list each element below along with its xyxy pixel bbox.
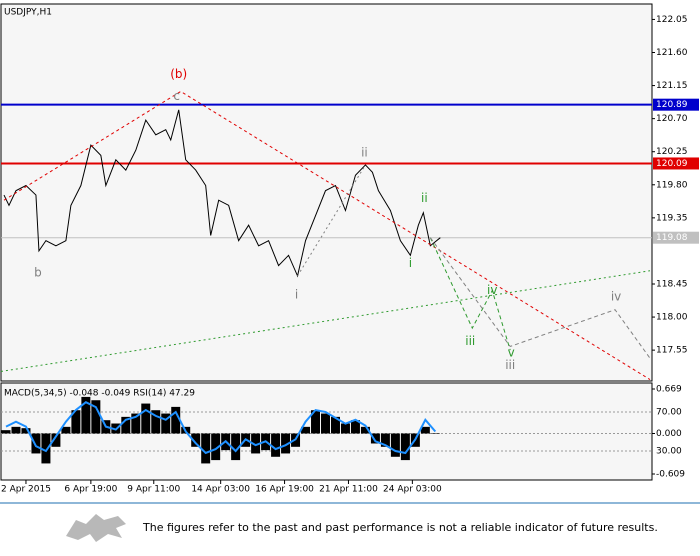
wave-label: b [34, 265, 42, 279]
y-tick-label: -0.609 [656, 470, 685, 480]
macd-bar [420, 426, 430, 434]
x-tick-label: 9 Apr 11:00 [127, 485, 180, 495]
main-panel [0, 3, 653, 382]
disclaimer: The figures refer to the past and past p… [142, 521, 658, 534]
wave-label: v [508, 346, 515, 360]
macd-bar [281, 433, 291, 454]
wave-label: iv [487, 283, 497, 297]
wave-label: i [295, 288, 298, 302]
macd-bar [390, 433, 400, 457]
y-tick-label: 118.00 [656, 313, 688, 323]
macd-bar [61, 426, 71, 434]
macd-bar [171, 406, 181, 434]
chart-title: USDJPY,H1 [4, 8, 52, 18]
macd-bar [370, 433, 380, 444]
logo [66, 514, 126, 542]
y-tick-label: 117.55 [656, 346, 688, 356]
wave-label: iii [465, 334, 475, 348]
y2-tick-label: 70.00 [656, 407, 682, 417]
wave-label: iv [611, 290, 621, 304]
macd-bar [121, 416, 131, 434]
macd-bar [51, 433, 61, 447]
macd-bar [360, 426, 370, 434]
x-tick-label: 2 Apr 2015 [1, 485, 51, 495]
macd-bar [330, 416, 340, 434]
level-label-box [653, 231, 699, 244]
y-tick-label: 121.60 [656, 48, 688, 58]
wave-label: (b) [170, 67, 187, 81]
macd-bar [151, 410, 161, 434]
wave-label: ii [421, 191, 428, 205]
macd-bar [1, 430, 11, 434]
level-label-box [653, 157, 699, 170]
y-tick-label: 118.45 [656, 279, 688, 289]
x-tick-label: 16 Apr 19:00 [255, 485, 314, 495]
wave-label: i [409, 256, 412, 270]
macd-bar [400, 433, 410, 461]
wave-line [429, 237, 651, 359]
wave-line [297, 164, 366, 277]
level-label: 120.09 [656, 159, 688, 169]
macd-bar [71, 410, 81, 434]
y2-tick-label: 30.00 [656, 447, 682, 457]
wave-label: iii [505, 358, 515, 372]
x-tick-label: 21 Apr 11:00 [319, 485, 378, 495]
x-tick-label: 24 Apr 03:00 [383, 485, 442, 495]
y-tick-label: 120.70 [656, 114, 688, 124]
macd-bar [81, 396, 91, 434]
macd-bar [21, 428, 31, 434]
macd-bar [231, 433, 241, 461]
macd-bar [321, 413, 330, 434]
macd-bar [430, 433, 440, 434]
macd-bar [301, 426, 311, 434]
wave-label: c [173, 89, 180, 103]
macd-bar [350, 420, 360, 434]
macd-bar [211, 433, 221, 461]
macd-bar [161, 413, 171, 434]
level-label-box [653, 98, 699, 111]
macd-bar [311, 410, 321, 434]
macd-bar [201, 433, 211, 464]
rsi-line [5, 401, 437, 455]
macd-bar [31, 433, 41, 454]
macd-bar [340, 423, 350, 434]
x-tick-label: 14 Apr 03:00 [191, 485, 250, 495]
price-line [3, 109, 441, 278]
y-tick-label: 119.35 [656, 213, 688, 223]
y-tick-label: 0.000 [656, 429, 682, 439]
wave-line [429, 237, 511, 351]
macd-bar [131, 413, 141, 434]
macd-bar [271, 433, 281, 457]
level-label: 120.89 [656, 100, 688, 110]
y-tick-label: 121.15 [656, 81, 688, 91]
macd-bar [191, 433, 201, 447]
macd-bar [380, 433, 390, 447]
macd-bar [11, 426, 21, 434]
macd-bar [91, 400, 101, 434]
macd-bar [141, 403, 151, 434]
x-tick-label: 6 Apr 19:00 [64, 485, 117, 495]
macd-bar [251, 433, 261, 454]
y-tick-label: 119.80 [656, 180, 688, 190]
level-label: 119.08 [656, 233, 688, 243]
y-tick-label: 122.05 [656, 15, 688, 25]
wave-label: ii [361, 146, 368, 160]
y-tick-label: 0.669 [656, 384, 682, 394]
y-tick-label: 120.25 [656, 147, 688, 157]
macd-bar [41, 433, 51, 464]
indicator-title: MACD(5,34,5) -0.048 -0.049 RSI(14) 47.29 [4, 389, 195, 399]
